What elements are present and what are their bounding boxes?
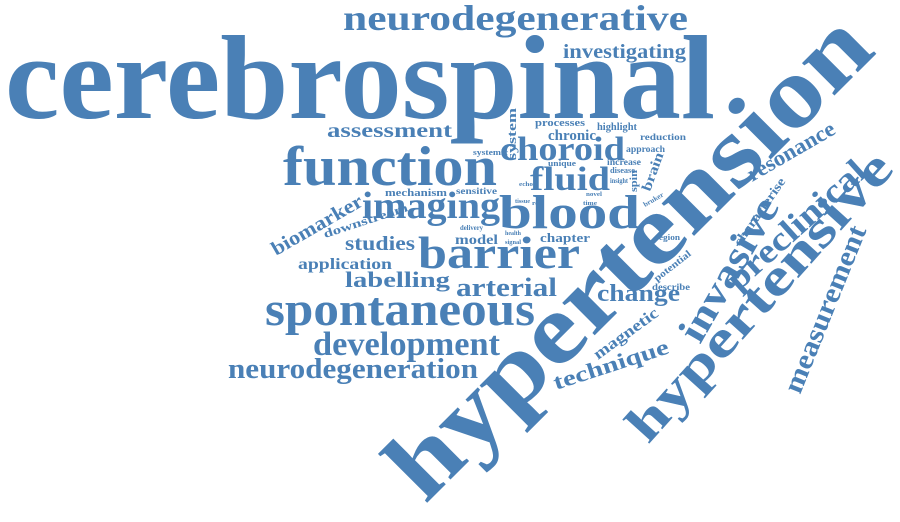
word: labelling — [345, 267, 450, 292]
word: model — [455, 233, 498, 248]
word: region — [655, 233, 681, 242]
word: sensitive — [456, 186, 497, 196]
word: echo — [519, 182, 533, 188]
word: chronic — [548, 128, 596, 144]
word: barrier — [418, 227, 580, 278]
word: unique — [548, 159, 577, 168]
word: insight — [610, 177, 629, 185]
word: approach — [626, 144, 665, 154]
word: change — [597, 281, 680, 307]
word: highlight — [597, 122, 638, 133]
word: imaging — [362, 185, 500, 227]
word: mechanism — [385, 187, 447, 199]
word: health — [505, 231, 522, 237]
word: spontaneous — [265, 283, 535, 336]
word: increase — [607, 157, 641, 167]
word: function — [283, 136, 497, 198]
word: application — [298, 256, 392, 273]
word: tissue — [515, 199, 530, 205]
word: choroid — [500, 131, 625, 168]
word: cerebrospinal — [5, 11, 715, 144]
word: disease — [610, 166, 635, 175]
word: novel — [586, 192, 602, 198]
word: time — [583, 201, 597, 207]
word: blood — [499, 186, 640, 239]
word: neurodegenerative — [343, 0, 688, 38]
word: arterial — [456, 273, 557, 302]
word: studies — [345, 233, 415, 255]
word: investigating — [563, 41, 686, 63]
word: signal — [505, 240, 521, 246]
word: assessment — [327, 120, 452, 142]
word: describe — [652, 282, 690, 292]
word: processes — [535, 117, 586, 129]
word: systemic — [473, 148, 509, 157]
word: spin — [628, 170, 640, 192]
word: fluid — [530, 161, 610, 198]
word: reduction — [640, 132, 686, 142]
word: role — [532, 201, 544, 207]
word: system — [504, 108, 519, 160]
word: development — [313, 326, 501, 363]
word: chapter — [540, 230, 590, 245]
word: neurodegeneration — [228, 354, 478, 385]
word: delivery — [460, 224, 483, 232]
